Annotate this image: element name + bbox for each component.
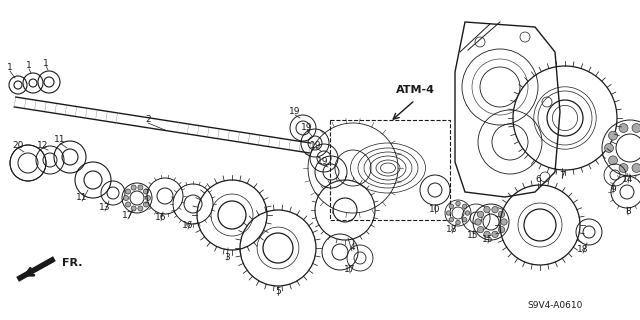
Text: 1: 1 bbox=[43, 59, 49, 68]
Circle shape bbox=[124, 196, 129, 201]
Circle shape bbox=[143, 189, 148, 194]
Circle shape bbox=[609, 156, 618, 165]
Polygon shape bbox=[117, 112, 178, 133]
Text: 19: 19 bbox=[317, 157, 329, 166]
Circle shape bbox=[143, 202, 148, 207]
Text: 6: 6 bbox=[535, 175, 541, 185]
Circle shape bbox=[463, 218, 467, 222]
Text: 16: 16 bbox=[182, 221, 194, 230]
Text: 1: 1 bbox=[7, 63, 13, 73]
Text: 20: 20 bbox=[12, 140, 24, 149]
Circle shape bbox=[131, 206, 136, 211]
Text: 15: 15 bbox=[467, 230, 479, 239]
Text: 16: 16 bbox=[156, 213, 167, 222]
Circle shape bbox=[456, 201, 460, 206]
Circle shape bbox=[632, 164, 640, 172]
Text: S9V4-A0610: S9V4-A0610 bbox=[527, 300, 582, 309]
Text: 19: 19 bbox=[301, 123, 313, 132]
Circle shape bbox=[619, 124, 628, 132]
Circle shape bbox=[492, 206, 498, 213]
Text: 12: 12 bbox=[37, 140, 49, 149]
Text: 9: 9 bbox=[610, 186, 616, 195]
Circle shape bbox=[131, 185, 136, 190]
Circle shape bbox=[449, 204, 454, 209]
Circle shape bbox=[484, 206, 490, 213]
Bar bbox=[330, 120, 450, 220]
Circle shape bbox=[477, 211, 484, 218]
Circle shape bbox=[477, 227, 484, 233]
Circle shape bbox=[125, 189, 131, 194]
Circle shape bbox=[125, 202, 131, 207]
Text: ATM-4: ATM-4 bbox=[396, 85, 435, 95]
Circle shape bbox=[619, 164, 628, 172]
Text: 17: 17 bbox=[122, 212, 134, 220]
Circle shape bbox=[501, 219, 507, 225]
Text: 5: 5 bbox=[275, 287, 281, 297]
Circle shape bbox=[475, 219, 481, 225]
Text: 13: 13 bbox=[99, 204, 111, 212]
Text: FR.: FR. bbox=[62, 258, 83, 268]
Text: 15: 15 bbox=[483, 236, 493, 244]
Text: 8: 8 bbox=[625, 207, 631, 217]
Circle shape bbox=[138, 206, 143, 211]
Text: 11: 11 bbox=[76, 194, 88, 203]
Text: 10: 10 bbox=[429, 205, 441, 214]
Circle shape bbox=[465, 211, 470, 215]
Text: 17: 17 bbox=[344, 266, 356, 275]
Circle shape bbox=[446, 211, 451, 215]
Circle shape bbox=[632, 124, 640, 132]
Circle shape bbox=[456, 220, 460, 225]
Text: 7: 7 bbox=[559, 171, 565, 180]
Text: 2: 2 bbox=[145, 116, 151, 124]
Text: 18: 18 bbox=[577, 245, 589, 254]
Text: 3: 3 bbox=[224, 252, 230, 261]
Circle shape bbox=[605, 143, 614, 152]
Circle shape bbox=[484, 231, 490, 237]
Circle shape bbox=[145, 196, 150, 201]
Text: 18: 18 bbox=[446, 226, 458, 235]
Text: 19: 19 bbox=[310, 140, 322, 149]
Circle shape bbox=[499, 211, 505, 218]
Text: 14: 14 bbox=[622, 175, 634, 185]
Text: 19: 19 bbox=[289, 108, 301, 116]
Circle shape bbox=[138, 185, 143, 190]
Circle shape bbox=[499, 227, 505, 233]
Circle shape bbox=[449, 218, 454, 222]
Text: 1: 1 bbox=[26, 61, 32, 70]
Text: 11: 11 bbox=[54, 135, 66, 145]
Circle shape bbox=[463, 204, 467, 209]
Circle shape bbox=[609, 131, 618, 140]
Text: 4: 4 bbox=[349, 244, 355, 252]
Circle shape bbox=[492, 231, 498, 237]
